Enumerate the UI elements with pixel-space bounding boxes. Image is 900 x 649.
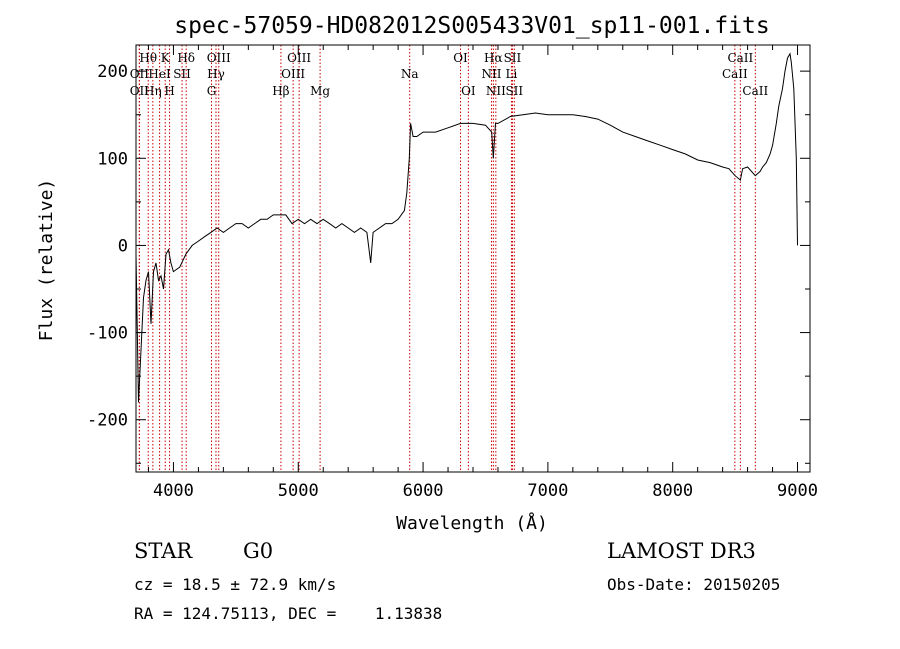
spectral-line-label: OII	[130, 84, 150, 98]
spectral-line-label: Hγ	[207, 67, 225, 81]
spectrum-line	[135, 52, 798, 403]
x-tick-label: 9000	[777, 481, 818, 501]
spectral-line-label: CaII	[727, 51, 753, 65]
x-tick-label: 4000	[153, 481, 194, 501]
spectral-line-label: NII	[486, 84, 506, 98]
spectral-line-label: OIII	[287, 51, 311, 65]
spectral-line-label: SII	[173, 67, 191, 81]
object-subclass: G0	[243, 539, 274, 563]
spectral-line-label: CaII	[722, 67, 748, 81]
y-tick-label: 200	[97, 62, 128, 82]
spectral-line-label: Hδ	[177, 51, 195, 65]
spectral-line-label: Hβ	[272, 84, 289, 98]
y-tick-label: 0	[118, 236, 128, 256]
spectral-line-label: OII	[130, 67, 150, 81]
spectral-line-label: K	[161, 51, 171, 65]
spectral-line-markers	[138, 45, 756, 472]
x-axis: 4000 5000 6000 7000 8000 9000	[147, 45, 818, 501]
spectral-line-label: OIII	[281, 67, 305, 81]
spectral-line-label: G	[207, 84, 217, 98]
coordinates: RA = 124.75113, DEC = 1.13838	[134, 604, 443, 623]
spectral-line-label: OIII	[207, 51, 231, 65]
spectral-line-label: NII	[481, 67, 501, 81]
spectral-line-label: Li	[506, 67, 518, 81]
spectral-line-label: SII	[504, 51, 522, 65]
survey-name: LAMOST DR3	[607, 539, 756, 563]
y-tick-label: -100	[87, 324, 128, 344]
spectral-line-label: HeI	[148, 67, 171, 81]
spectral-line-label: H	[164, 84, 174, 98]
spectral-line-label: Hα	[484, 51, 503, 65]
spectral-line-label: OI	[461, 84, 476, 98]
spectral-line-label: Mg	[310, 84, 330, 98]
x-tick-label: 8000	[652, 481, 693, 501]
y-axis-label: Flux (relative)	[36, 179, 57, 342]
x-tick-label: 6000	[403, 481, 444, 501]
observation-date: Obs-Date: 20150205	[607, 575, 781, 594]
spectral-line-label: Na	[401, 67, 419, 81]
object-class: STAR	[134, 539, 193, 563]
x-axis-label: Wavelength (Å)	[396, 512, 548, 534]
spectral-line-label: SII	[505, 84, 523, 98]
x-tick-label: 5000	[278, 481, 319, 501]
spectral-line-label: OI	[453, 51, 468, 65]
spectral-line-label: Hθ	[139, 51, 157, 65]
x-tick-label: 7000	[527, 481, 568, 501]
spectral-line-label: CaII	[742, 84, 768, 98]
chart-title: spec-57059-HD082012S005433V01_sp11-001.f…	[174, 13, 769, 39]
plot-frame	[135, 44, 811, 473]
redshift-info: cz = 18.5 ± 72.9 km/s	[134, 575, 337, 594]
y-axis: -200 -100 0 100 200	[87, 62, 810, 464]
y-tick-label: -200	[87, 411, 128, 431]
y-tick-label: 100	[97, 149, 128, 169]
spectral-line-label: Hη	[144, 84, 162, 98]
